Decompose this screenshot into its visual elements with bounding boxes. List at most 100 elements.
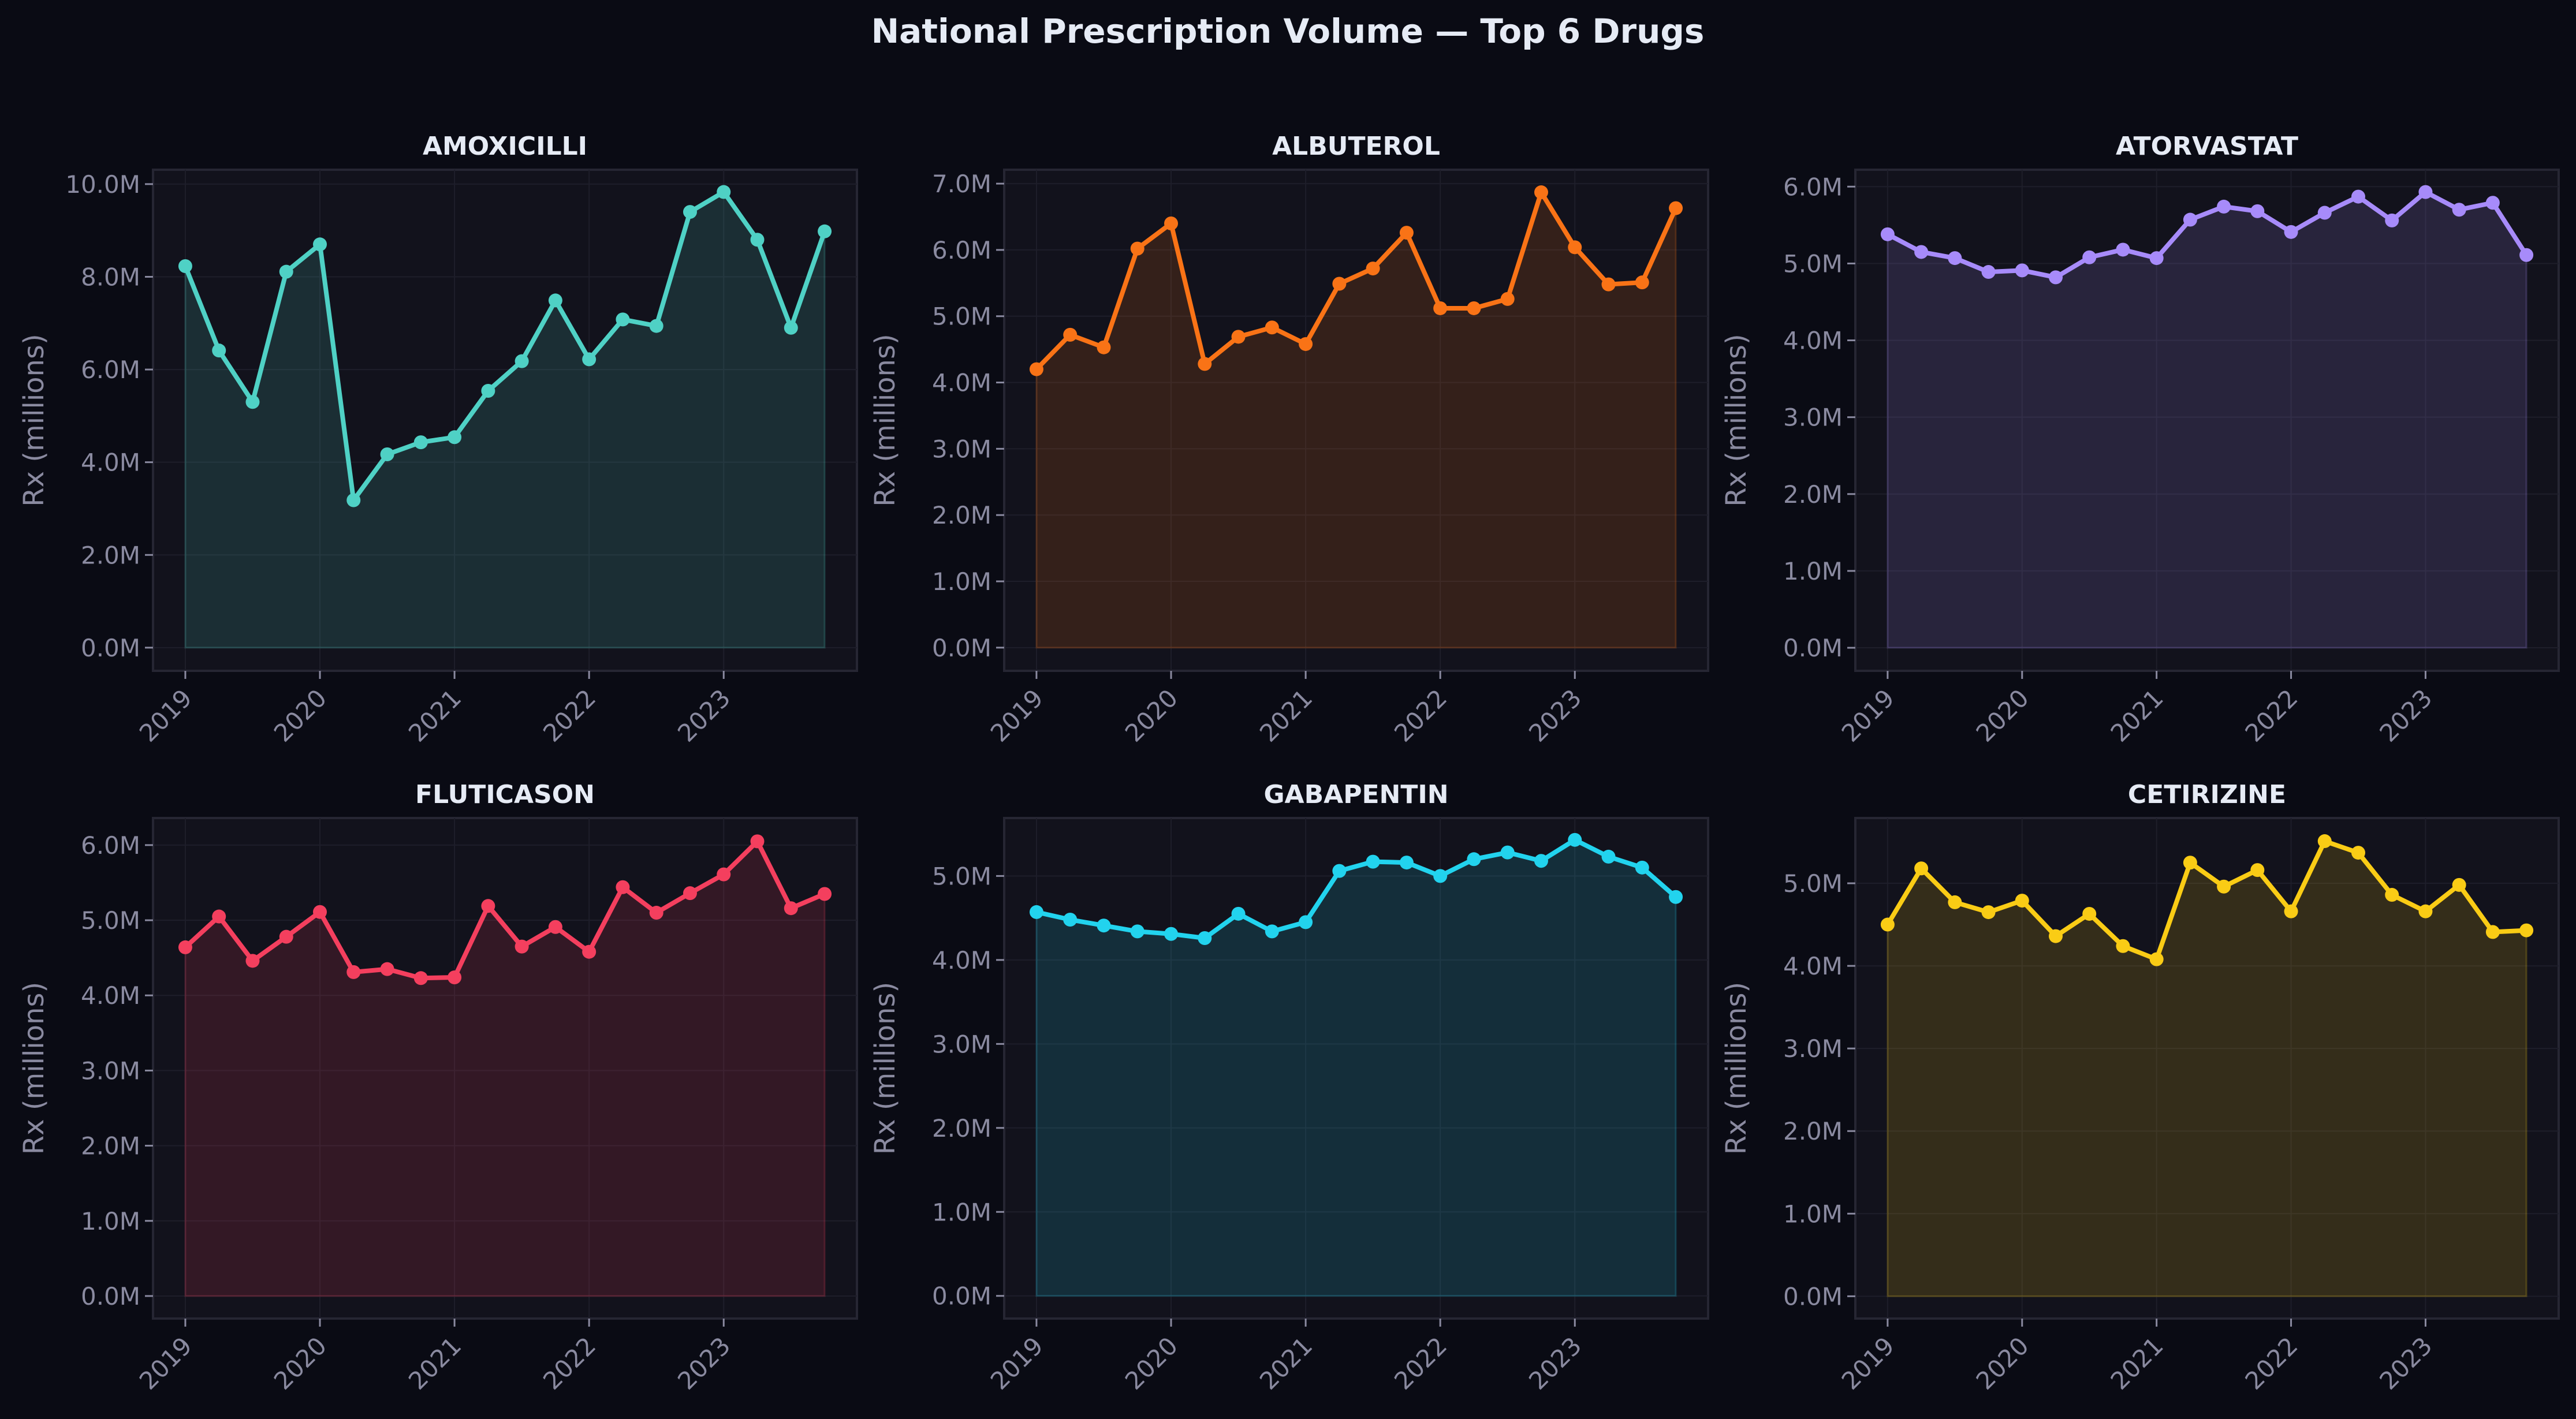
data-point xyxy=(1164,216,1179,230)
y-axis-label: Rx (millions) xyxy=(18,334,50,506)
data-point xyxy=(683,886,697,901)
y-tick-label: 0.0M xyxy=(81,1282,140,1310)
data-point xyxy=(717,185,731,199)
data-point xyxy=(1029,905,1043,919)
data-point xyxy=(2217,879,2231,894)
data-point xyxy=(750,834,765,849)
y-tick-label: 4.0M xyxy=(932,369,991,397)
y-tick-label: 6.0M xyxy=(81,356,140,384)
data-point xyxy=(1981,265,1996,279)
y-tick-label: 8.0M xyxy=(81,263,140,291)
data-point xyxy=(1198,931,1212,946)
y-tick-label: 4.0M xyxy=(81,449,140,477)
panel-title: ATORVASTAT xyxy=(2116,132,2298,161)
data-point xyxy=(1467,301,1481,315)
data-point xyxy=(515,939,529,954)
plot-area xyxy=(1854,169,2560,672)
y-tick-label: 3.0M xyxy=(1783,404,1843,432)
data-point xyxy=(178,259,192,274)
data-point xyxy=(1130,241,1145,256)
data-point xyxy=(1063,327,1078,342)
data-point xyxy=(1299,337,1313,351)
y-tick-label: 3.0M xyxy=(81,1056,140,1085)
y-tick-label: 0.0M xyxy=(932,634,991,662)
data-point xyxy=(1914,861,1929,876)
y-tick-label: 4.0M xyxy=(1783,952,1843,980)
y-tick-label: 5.0M xyxy=(81,906,140,935)
data-point xyxy=(346,965,361,979)
y-tick-label: 1.0M xyxy=(1783,1200,1843,1228)
plot-area xyxy=(1003,817,1709,1320)
data-point xyxy=(1948,251,1962,266)
data-point xyxy=(245,954,260,968)
data-point xyxy=(1399,856,1414,870)
data-point xyxy=(1332,864,1347,878)
data-point xyxy=(2015,894,2029,908)
y-tick-label: 2.0M xyxy=(81,541,140,569)
data-point xyxy=(1568,832,1582,847)
data-point xyxy=(212,343,226,358)
data-point xyxy=(2519,248,2534,262)
data-point xyxy=(1164,927,1179,941)
data-point xyxy=(2116,939,2130,953)
y-tick-label: 1.0M xyxy=(1783,557,1843,585)
y-tick-label: 2.0M xyxy=(1783,480,1843,509)
data-point xyxy=(2452,877,2466,892)
data-point xyxy=(649,906,663,920)
data-point xyxy=(346,493,361,507)
data-point xyxy=(1568,240,1582,255)
data-point xyxy=(2317,206,2332,220)
data-point xyxy=(1500,292,1515,306)
data-point xyxy=(413,435,428,450)
data-point xyxy=(2351,846,2365,860)
data-point xyxy=(1433,301,1448,315)
data-point xyxy=(2082,906,2097,921)
data-point xyxy=(481,384,495,398)
y-tick-label: 0.0M xyxy=(1783,634,1843,662)
data-point xyxy=(1198,357,1212,371)
data-point xyxy=(683,205,697,219)
data-point xyxy=(1366,262,1380,276)
data-point xyxy=(2485,196,2500,210)
data-point xyxy=(1601,849,1616,864)
data-point xyxy=(1097,340,1111,354)
data-point xyxy=(380,962,394,976)
data-point xyxy=(313,237,327,252)
data-point xyxy=(2015,263,2029,278)
data-point xyxy=(515,354,529,368)
y-tick-label: 1.0M xyxy=(932,567,991,596)
data-point xyxy=(1534,185,1548,200)
data-point xyxy=(2485,925,2500,939)
data-point xyxy=(1669,890,1683,904)
data-point xyxy=(1433,869,1448,883)
y-axis-label: Rx (millions) xyxy=(1720,334,1753,506)
data-point xyxy=(2049,929,2063,943)
data-point xyxy=(448,430,462,445)
data-point xyxy=(616,880,630,894)
data-point xyxy=(616,312,630,327)
y-tick-label: 3.0M xyxy=(1783,1035,1843,1063)
data-point xyxy=(1399,226,1414,240)
y-tick-label: 2.0M xyxy=(1783,1117,1843,1145)
y-axis-label: Rx (millions) xyxy=(18,982,50,1155)
data-point xyxy=(1534,854,1548,868)
data-point xyxy=(818,224,832,238)
data-point xyxy=(1880,917,1895,932)
data-point xyxy=(2250,204,2265,218)
data-point xyxy=(413,971,428,985)
data-point xyxy=(1500,845,1515,860)
data-point xyxy=(1299,915,1313,929)
data-point xyxy=(1914,245,1929,259)
data-point xyxy=(2418,185,2433,199)
y-tick-label: 0.0M xyxy=(1783,1282,1843,1310)
data-point xyxy=(2116,242,2130,257)
data-point xyxy=(2452,203,2466,217)
data-point xyxy=(2418,904,2433,918)
y-tick-label: 5.0M xyxy=(932,303,991,331)
y-tick-label: 5.0M xyxy=(1783,869,1843,898)
data-point xyxy=(1332,277,1347,291)
data-point xyxy=(2351,189,2365,204)
y-tick-label: 0.0M xyxy=(932,1282,991,1310)
